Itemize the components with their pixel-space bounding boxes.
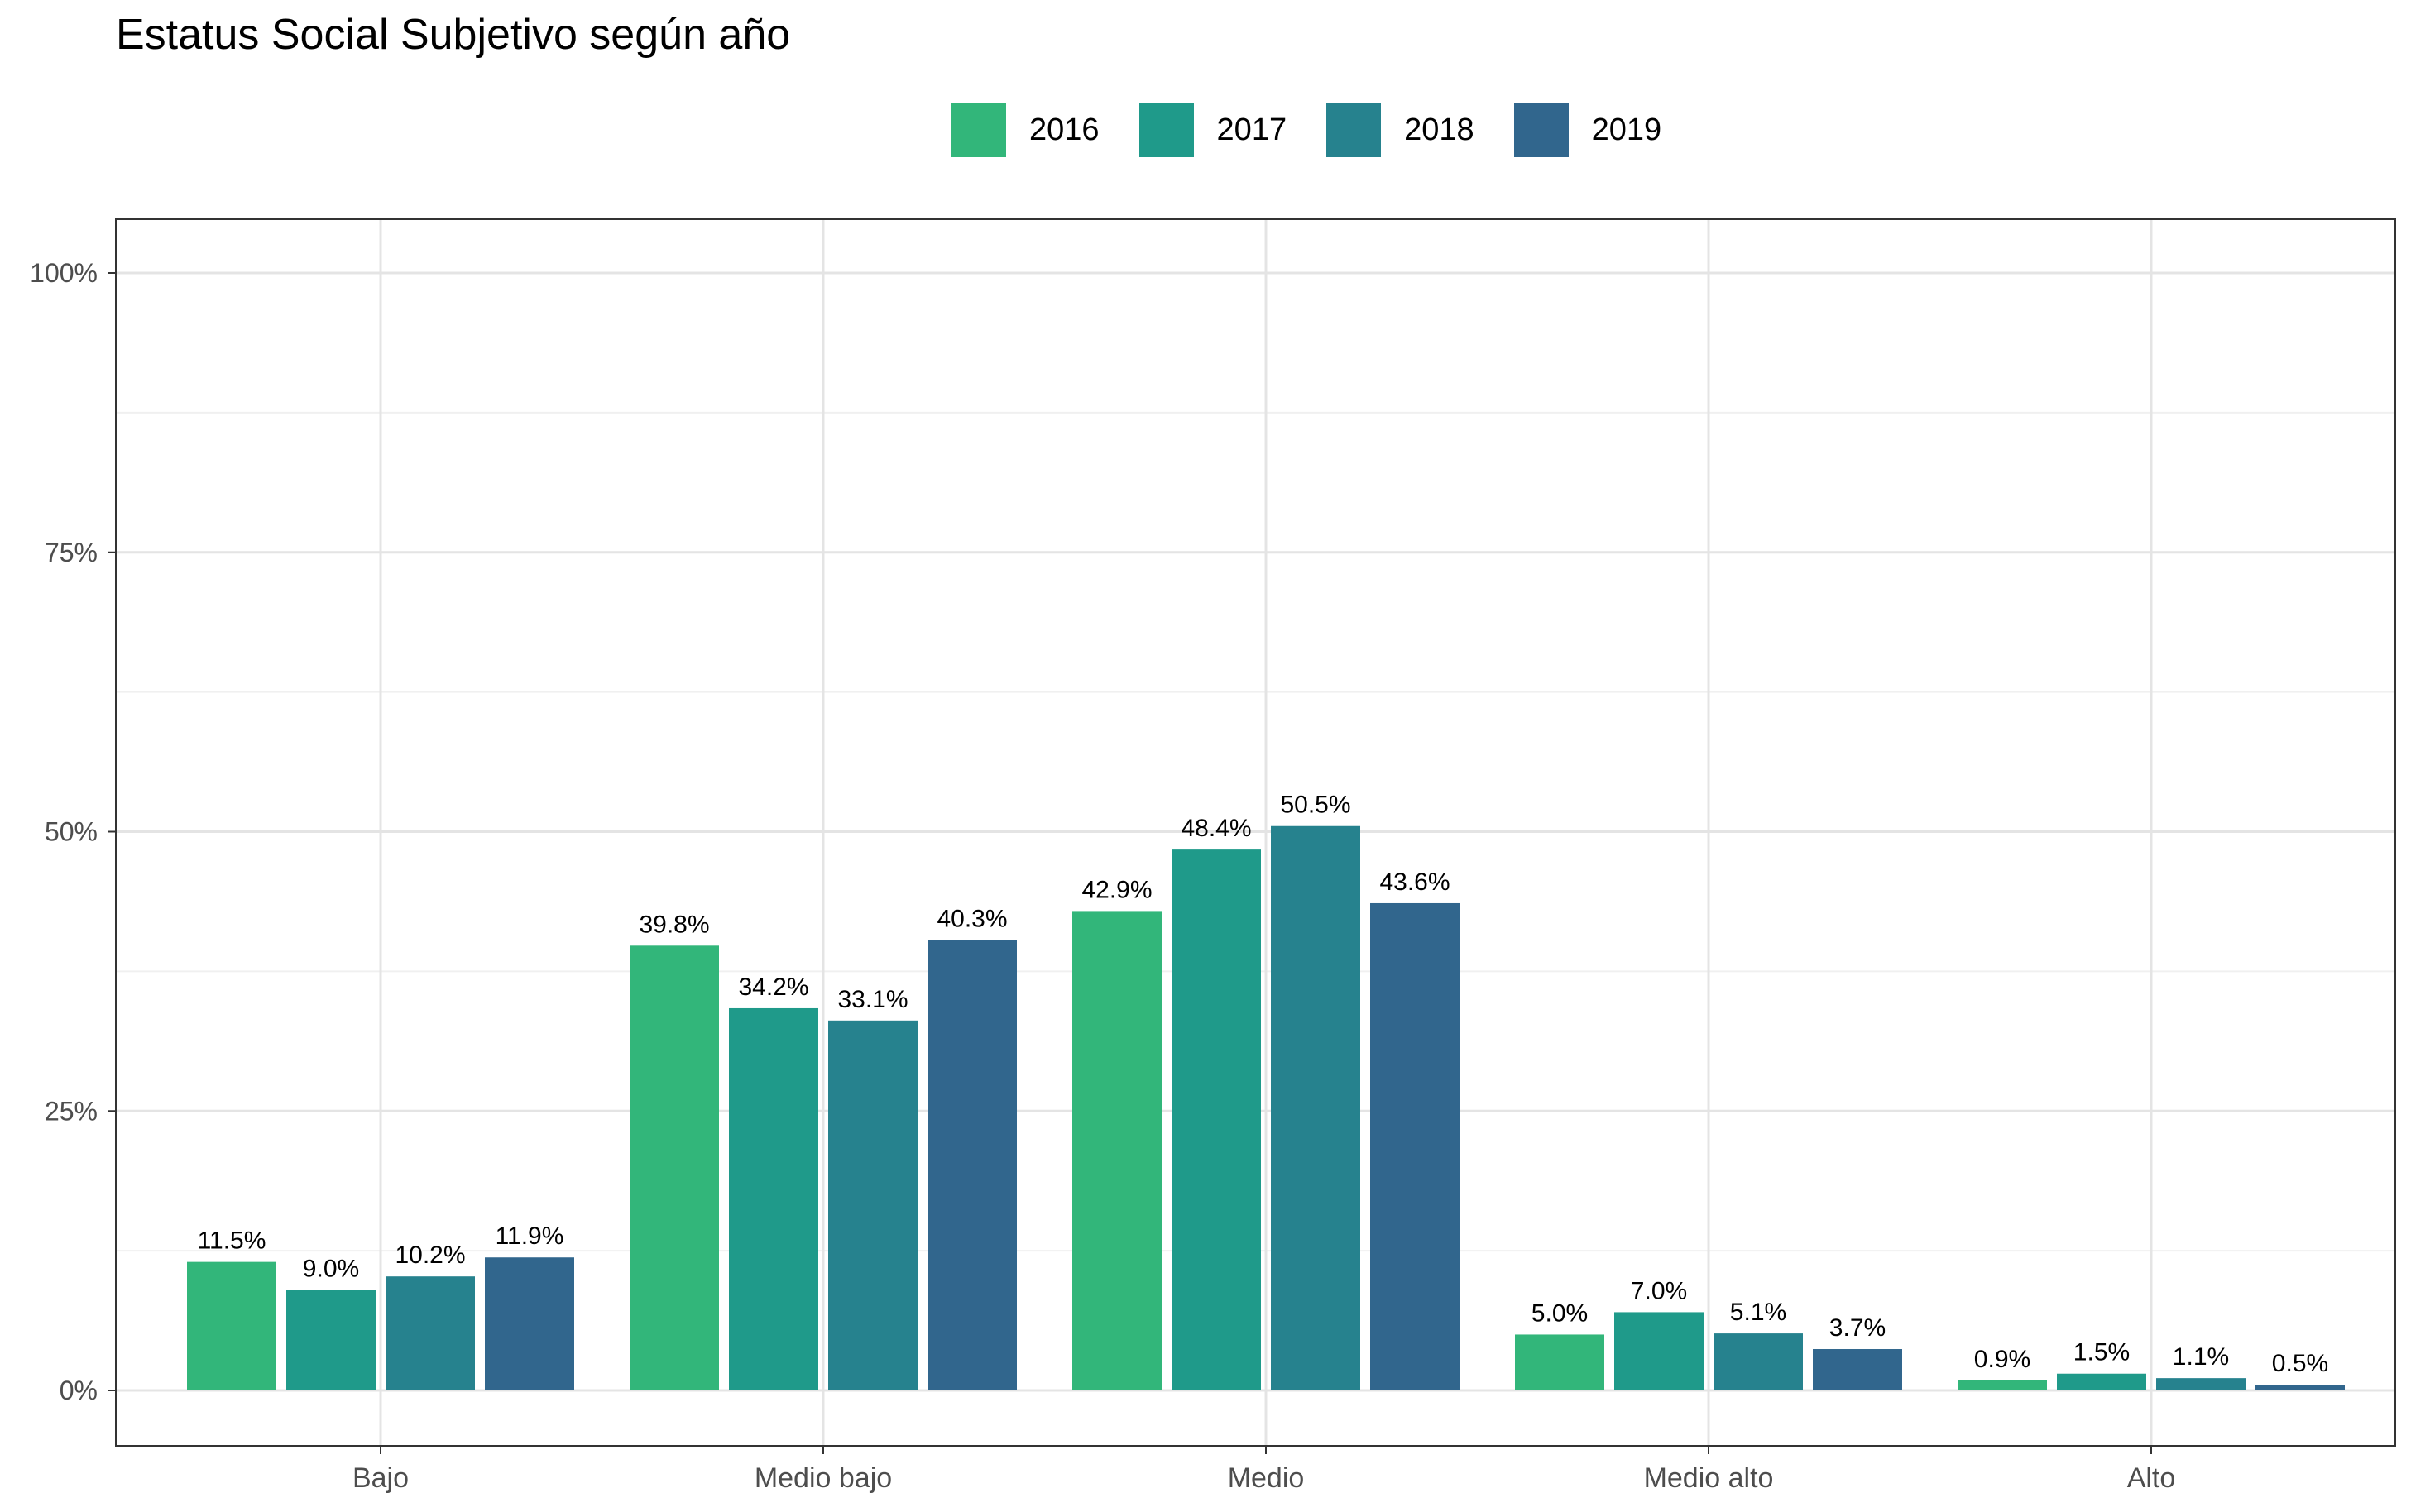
legend-label-2017: 2017 xyxy=(1216,112,1287,147)
legend-item-2018: 2018 xyxy=(1326,103,1474,157)
x-tick-label: Medio alto xyxy=(1644,1462,1774,1494)
x-tick-label: Medio xyxy=(1228,1462,1305,1494)
y-tick-label: 75% xyxy=(45,538,98,567)
legend: 2016 2017 2018 2019 xyxy=(951,101,1701,159)
bar-2016 xyxy=(187,1261,276,1390)
data-label: 50.5% xyxy=(1280,792,1350,819)
data-label: 43.6% xyxy=(1379,868,1450,896)
data-label: 48.4% xyxy=(1181,815,1251,842)
bar-2019 xyxy=(1813,1349,1902,1390)
data-label: 39.8% xyxy=(639,911,709,938)
legend-label-2016: 2016 xyxy=(1029,112,1100,147)
bar-2019 xyxy=(485,1257,574,1390)
bar-2017 xyxy=(729,1007,818,1390)
data-label: 5.1% xyxy=(1730,1299,1786,1326)
y-tick-label: 100% xyxy=(30,258,98,288)
bar-2018 xyxy=(386,1276,475,1390)
data-label: 10.2% xyxy=(395,1242,465,1269)
legend-label-2018: 2018 xyxy=(1404,112,1474,147)
bar-2016 xyxy=(1515,1334,1604,1390)
bar-2017 xyxy=(2057,1373,2146,1390)
legend-swatch-2019 xyxy=(1513,103,1569,157)
legend-item-2019: 2019 xyxy=(1513,103,1662,157)
data-label: 9.0% xyxy=(303,1255,359,1282)
legend-label-2019: 2019 xyxy=(1591,112,1662,147)
x-tick-label: Medio bajo xyxy=(755,1462,892,1494)
data-label: 33.1% xyxy=(837,986,908,1013)
x-tick-label: Alto xyxy=(2127,1462,2176,1494)
data-label: 42.9% xyxy=(1081,876,1152,903)
x-tick-label: Bajo xyxy=(352,1462,409,1494)
legend-swatch-2018 xyxy=(1326,103,1382,157)
chart-title: Estatus Social Subjetivo según año xyxy=(116,11,791,59)
data-label: 5.0% xyxy=(1531,1299,1588,1327)
bar-2018 xyxy=(1714,1333,1803,1390)
bar-2019 xyxy=(2255,1385,2345,1390)
legend-swatch-2017 xyxy=(1138,103,1194,157)
bar-2018 xyxy=(2156,1378,2246,1390)
data-label: 1.1% xyxy=(2173,1343,2229,1371)
data-label: 11.5% xyxy=(198,1227,266,1255)
data-label: 3.7% xyxy=(1829,1314,1886,1342)
bar-2019 xyxy=(928,940,1017,1390)
y-tick-label: 25% xyxy=(45,1096,98,1126)
legend-item-2017: 2017 xyxy=(1138,103,1287,157)
bar-2018 xyxy=(828,1020,918,1390)
bar-2017 xyxy=(286,1290,376,1390)
bar-2017 xyxy=(1172,849,1261,1390)
data-label: 1.5% xyxy=(2073,1339,2130,1366)
data-label: 7.0% xyxy=(1631,1277,1687,1304)
bar-2016 xyxy=(630,945,719,1390)
data-label: 34.2% xyxy=(738,974,808,1001)
bar-2016 xyxy=(1958,1380,2047,1390)
y-tick-label: 0% xyxy=(60,1376,98,1405)
y-tick-label: 50% xyxy=(45,817,98,847)
data-label: 0.5% xyxy=(2272,1350,2328,1377)
data-label: 40.3% xyxy=(937,906,1007,933)
bar-2017 xyxy=(1614,1312,1704,1390)
data-label: 0.9% xyxy=(1974,1346,2030,1373)
bar-2016 xyxy=(1072,911,1162,1390)
legend-swatch-2016 xyxy=(951,103,1006,157)
bar-2019 xyxy=(1370,902,1460,1390)
data-label: 11.9% xyxy=(496,1223,564,1250)
legend-item-2016: 2016 xyxy=(951,103,1100,157)
bar-2018 xyxy=(1271,825,1360,1390)
